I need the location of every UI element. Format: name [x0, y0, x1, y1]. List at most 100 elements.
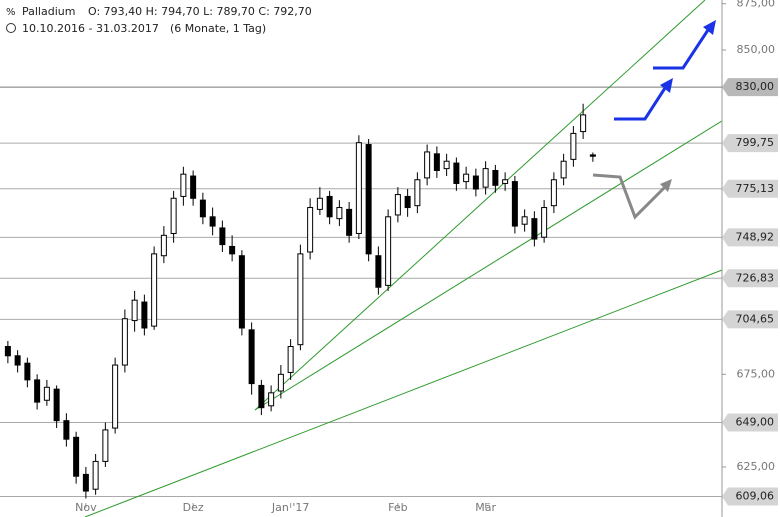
candle-body — [394, 194, 401, 216]
x-tick-label: Jan '17 — [271, 501, 309, 514]
candle-body — [4, 346, 11, 357]
axis-panel — [722, 0, 780, 517]
ohlc-label: O: 793,40 H: 794,70 L: 789,70 C: 792,70 — [88, 5, 312, 18]
candle-body — [414, 179, 421, 207]
candle-body — [131, 299, 138, 322]
candle-body — [297, 253, 304, 346]
candle-body — [268, 392, 275, 407]
level-box — [722, 134, 778, 153]
candle-body — [472, 175, 479, 190]
candle-body — [160, 234, 167, 257]
x-tick-label: Nov — [75, 501, 97, 514]
candle-body — [580, 114, 587, 133]
candle-body — [63, 420, 70, 440]
candle-body — [541, 207, 548, 238]
candle-body — [238, 255, 245, 329]
trend-line — [254, 0, 706, 411]
candle-body — [521, 216, 528, 225]
arrow-up — [614, 87, 667, 121]
level-label: 704,65 — [736, 312, 775, 325]
period: (6 Monate, 1 Tag) — [170, 22, 266, 35]
arrow-scenario — [592, 173, 667, 220]
level-label: 609,06 — [736, 490, 775, 503]
level-label: 748,92 — [736, 230, 775, 243]
y-tick-label: 625,00 — [737, 460, 776, 473]
candle-body — [404, 195, 411, 209]
candle-body — [141, 301, 148, 329]
candle-body — [287, 346, 294, 373]
y-tick-label: 850,00 — [737, 43, 776, 56]
level-label: 830,00 — [736, 80, 775, 93]
candle-body — [248, 329, 255, 385]
candle-body — [336, 207, 343, 220]
candle-body — [589, 154, 596, 157]
trend-line — [254, 84, 780, 411]
candle-body — [453, 162, 460, 184]
candle-body — [258, 384, 265, 409]
candle-body — [492, 169, 499, 186]
candle-body — [307, 207, 314, 253]
level-box — [722, 413, 778, 432]
trend-line — [84, 264, 736, 517]
candle-body — [24, 362, 31, 381]
date-range: 10.10.2016 - 31.03.2017 — [22, 22, 159, 35]
candle-body — [43, 386, 50, 401]
arrow-up — [653, 29, 710, 70]
candle-body — [170, 197, 177, 234]
y-tick-label: 875,00 — [737, 0, 776, 10]
clock-icon — [6, 23, 16, 33]
x-tick-label: Feb — [388, 501, 407, 514]
level-box — [722, 179, 778, 198]
candle-body — [209, 216, 216, 227]
candle-body — [326, 195, 333, 218]
candle-body — [229, 245, 236, 255]
candle-body — [502, 179, 509, 184]
level-box — [722, 487, 778, 506]
candle-body — [199, 199, 206, 218]
candle-body — [550, 179, 557, 207]
level-box — [722, 78, 778, 97]
candle-body — [375, 255, 382, 288]
candle-body — [219, 227, 226, 246]
candle-body — [190, 175, 197, 199]
candle-body — [443, 160, 450, 170]
candle-body — [151, 253, 158, 327]
candle-body — [560, 160, 567, 179]
candle-body — [92, 460, 99, 490]
candle-body — [355, 142, 362, 234]
level-box — [722, 269, 778, 288]
candle-body — [463, 173, 470, 183]
candle-body — [346, 208, 353, 236]
candle-body — [316, 197, 323, 210]
candle-body — [385, 216, 392, 286]
candle-body — [433, 153, 440, 171]
candle-body — [34, 379, 41, 403]
candle-body — [73, 436, 80, 477]
candle-body — [14, 355, 21, 366]
y-tick-label: 675,00 — [737, 367, 776, 380]
candle-body — [570, 132, 577, 160]
candle-body — [53, 388, 60, 422]
level-box — [722, 310, 778, 329]
arrow-head — [703, 20, 716, 35]
candle-body — [482, 168, 489, 188]
candle-body — [277, 373, 284, 392]
candle-body — [180, 173, 187, 197]
candle-body — [102, 429, 109, 462]
candle-body — [424, 151, 431, 179]
x-tick-label: Dez — [183, 501, 204, 514]
level-label: 799,75 — [736, 136, 775, 149]
candle-body — [112, 364, 119, 429]
x-tick-label: Mär — [475, 501, 496, 514]
arrow-head — [660, 179, 672, 192]
candle-body — [511, 181, 518, 227]
level-label: 726,83 — [736, 271, 775, 284]
arrow-head — [660, 78, 673, 93]
candle-body — [365, 144, 372, 255]
candle-body — [531, 218, 538, 240]
chart-title: Palladium — [22, 5, 75, 18]
level-label: 775,13 — [736, 182, 775, 195]
candle-body — [121, 318, 128, 366]
level-box — [722, 228, 778, 247]
